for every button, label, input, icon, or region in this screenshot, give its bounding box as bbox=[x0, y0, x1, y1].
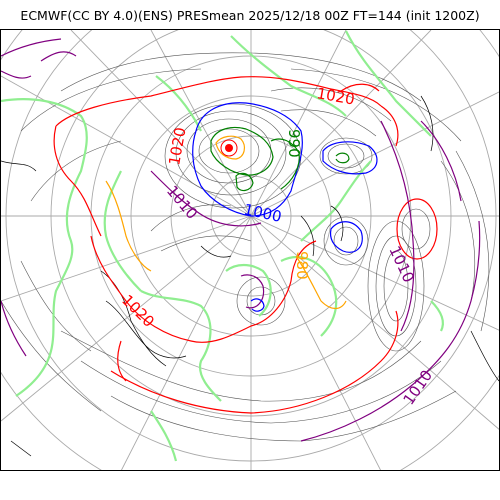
meridian-lines bbox=[1, 30, 499, 470]
low-center-ring bbox=[220, 139, 238, 157]
isobars-1000 bbox=[192, 102, 378, 312]
polar-map: 1020 1020 990 1010 1000 1010 1010 1020 9… bbox=[0, 29, 500, 471]
low-center bbox=[220, 139, 238, 157]
land-outlines bbox=[1, 30, 445, 462]
chart-title: ECMWF(CC BY 4.0)(ENS) PRESmean 2025/12/1… bbox=[20, 8, 480, 23]
contour-label: 1010 bbox=[163, 182, 201, 223]
contour-label: 990 bbox=[285, 129, 303, 158]
contour-label: 1020 bbox=[165, 126, 189, 167]
isobars-990 bbox=[210, 126, 350, 192]
map-canvas: 1020 1020 990 1010 1000 1010 1010 1020 9… bbox=[1, 30, 499, 470]
isobars-980 bbox=[105, 135, 347, 310]
contour-label: 1010 bbox=[400, 367, 437, 409]
contour-label: 980 bbox=[293, 251, 311, 280]
isobars-1010 bbox=[1, 38, 481, 442]
isobars-1020 bbox=[53, 76, 438, 414]
contour-label: 1020 bbox=[315, 84, 356, 108]
low-center-dot bbox=[225, 144, 233, 152]
latitude-circles bbox=[1, 30, 499, 470]
